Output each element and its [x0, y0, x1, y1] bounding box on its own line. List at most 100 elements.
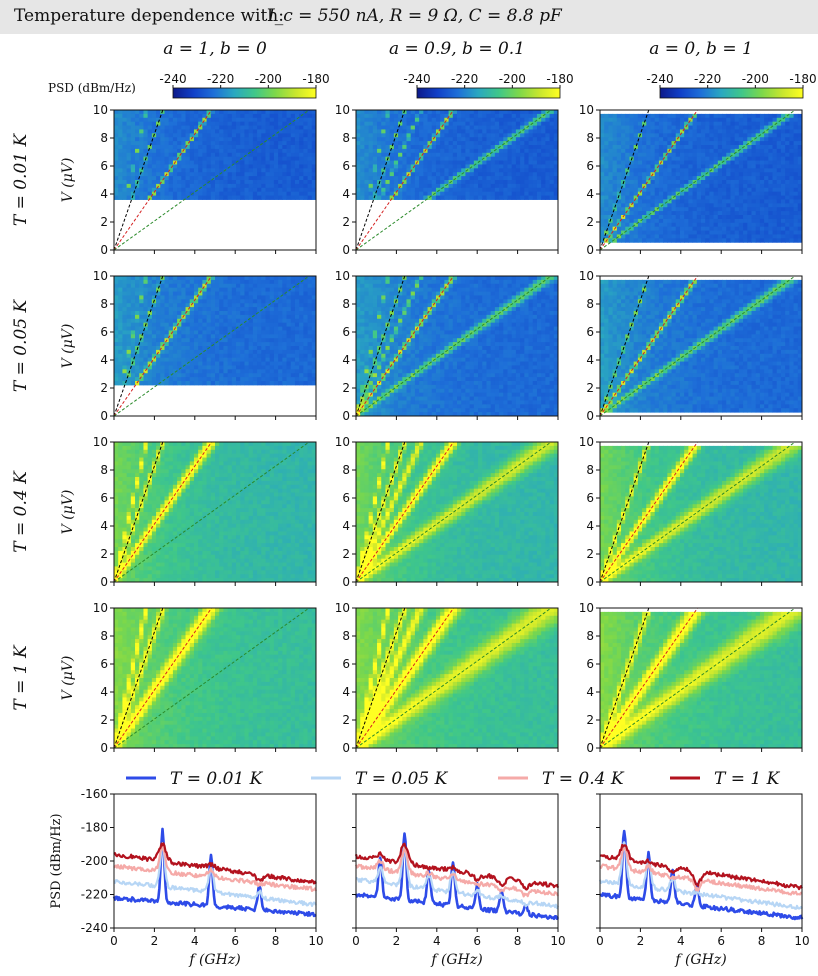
heatmap-cell — [287, 188, 292, 192]
heatmap-cell — [474, 153, 479, 157]
heatmap-cell — [419, 129, 424, 133]
heatmap-cell — [274, 118, 279, 122]
heatmap-cell — [457, 126, 462, 130]
heatmap-cell — [373, 180, 378, 184]
heatmap-cell — [423, 176, 428, 180]
heatmap-cell — [186, 126, 191, 130]
heatmap-cell — [186, 133, 191, 137]
heatmap-cell — [244, 126, 249, 130]
heatmap-cell — [211, 153, 216, 157]
heatmap-cell — [253, 172, 258, 176]
heatmap-cell — [127, 192, 132, 196]
heatmap-cell — [299, 176, 304, 180]
heatmap-cell — [499, 118, 504, 122]
heatmap-cell — [257, 196, 262, 200]
heatmap-cell — [373, 126, 378, 130]
heatmap-cell — [491, 184, 496, 188]
heatmap-cell — [457, 157, 462, 161]
heatmap-cell — [240, 133, 245, 137]
heatmap-cell — [114, 141, 119, 145]
heatmap-cell — [232, 153, 237, 157]
heatmap-cell — [127, 141, 132, 145]
heatmap-cell — [160, 196, 165, 200]
heatmap-cell — [114, 192, 119, 196]
heatmap-cell — [432, 114, 437, 118]
heatmap-cell — [390, 172, 395, 176]
heatmap-cell — [177, 141, 182, 145]
heatmap-cell — [160, 129, 165, 133]
heatmap-cell — [211, 137, 216, 141]
heatmap-cell — [177, 126, 182, 130]
heatmap-cell — [499, 180, 504, 184]
heatmap-cell — [181, 184, 186, 188]
heatmap-cell — [207, 122, 212, 126]
heatmap-cell — [499, 137, 504, 141]
heatmap-cell — [457, 196, 462, 200]
heatmap-cell — [478, 129, 483, 133]
heatmap-cell — [423, 188, 428, 192]
heatmap-cell — [261, 114, 266, 118]
heatmap-cell — [478, 180, 483, 184]
heatmap-cell — [411, 192, 416, 196]
heatmap-cell — [287, 157, 292, 161]
heatmap-cell — [190, 149, 195, 153]
heatmap-cell — [287, 192, 292, 196]
heatmap-cell — [402, 188, 407, 192]
heatmap-cell — [240, 176, 245, 180]
heatmap-cell — [156, 145, 161, 149]
heatmap-cell — [228, 122, 233, 126]
heatmap-cell — [143, 110, 148, 114]
heatmap-cell — [194, 180, 199, 184]
heatmap-cell — [270, 188, 275, 192]
heatmap-cell — [219, 118, 224, 122]
heatmap-cell — [287, 149, 292, 153]
heatmap-cell — [257, 149, 262, 153]
heatmap-cell — [198, 141, 203, 145]
heatmap-cell — [449, 161, 454, 165]
heatmap-cell — [202, 153, 207, 157]
heatmap-cell — [249, 145, 254, 149]
heatmap-cell — [373, 149, 378, 153]
heatmap-cell — [415, 184, 420, 188]
heatmap-cell — [356, 180, 361, 184]
heatmap-cell — [495, 137, 500, 141]
heatmap-cell — [486, 141, 491, 145]
heatmap-cell — [177, 110, 182, 114]
heatmap-cell — [127, 164, 132, 168]
heatmap-cell — [308, 164, 313, 168]
heatmap-cell — [266, 126, 271, 130]
heatmap-cell — [495, 180, 500, 184]
heatmap-cell — [253, 133, 258, 137]
heatmap-cell — [499, 164, 504, 168]
heatmap-cell — [152, 145, 157, 149]
heatmap-cell — [491, 157, 496, 161]
heatmap-cell — [127, 161, 132, 165]
heatmap-cell — [282, 168, 287, 172]
heatmap-cell — [215, 122, 220, 126]
heatmap-cell — [465, 157, 470, 161]
heatmap-cell — [440, 157, 445, 161]
heatmap-cell — [478, 145, 483, 149]
heatmap-cell — [491, 164, 496, 168]
heatmap-cell — [449, 168, 454, 172]
heatmap-cell — [152, 196, 157, 200]
heatmap-cell — [444, 149, 449, 153]
heatmap-cell — [499, 129, 504, 133]
heatmap-cell — [261, 157, 266, 161]
heatmap-cell — [215, 149, 220, 153]
heatmap-cell — [228, 161, 233, 165]
heatmap-cell — [232, 180, 237, 184]
heatmap-cell — [432, 180, 437, 184]
heatmap-cell — [244, 176, 249, 180]
heatmap-cell — [295, 122, 300, 126]
heatmap-cell — [474, 122, 479, 126]
heatmap-cell — [428, 133, 433, 137]
heatmap-cell — [261, 184, 266, 188]
heatmap-cell — [143, 133, 148, 137]
heatmap-cell — [356, 126, 361, 130]
heatmap-cell — [186, 114, 191, 118]
heatmap-cell — [308, 126, 313, 130]
heatmap-cell — [236, 137, 241, 141]
heatmap-cell — [261, 164, 266, 168]
heatmap-cell — [223, 161, 228, 165]
